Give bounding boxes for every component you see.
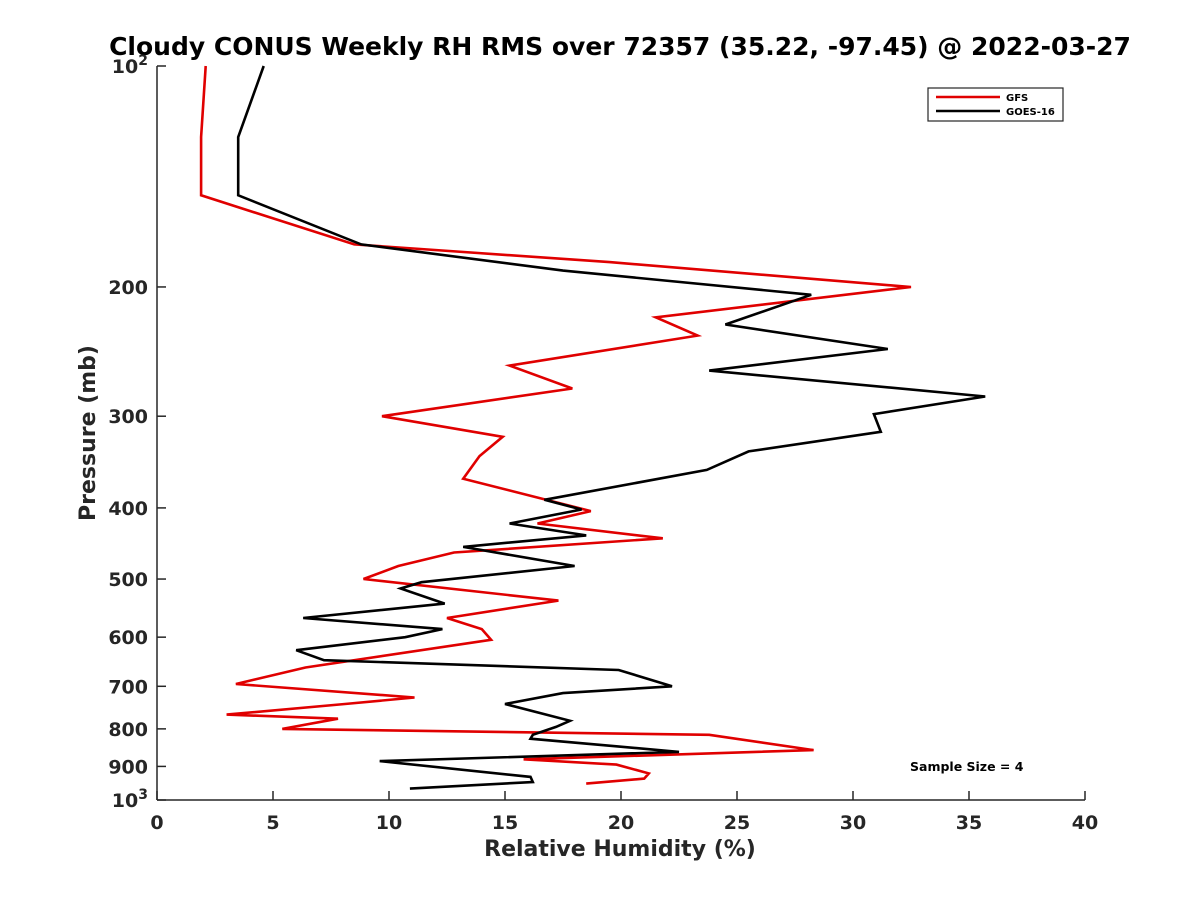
y-tick-label: 103 [112, 787, 148, 812]
legend-label-gfs: GFS [1006, 93, 1028, 104]
y-tick-label: 700 [108, 676, 148, 698]
legend-box [927, 87, 1064, 122]
series-layer [199, 65, 986, 790]
series-line-gfs [199, 65, 912, 785]
sample-size-annotation: Sample Size = 4 [910, 759, 1024, 774]
y-tick-label: 600 [108, 627, 148, 649]
legend-label-goes-16: GOES-16 [1006, 107, 1055, 118]
x-tick-label: 30 [840, 812, 866, 834]
y-tick-label: 800 [108, 719, 148, 741]
y-tick-label: 300 [108, 406, 148, 428]
y-tick-label: 200 [108, 277, 148, 299]
axes-layer: 0 5 10 15 20 25 30 35 40 102 200 300 400 500 600 700 800… [108, 53, 1098, 834]
x-tick-label: 10 [376, 812, 402, 834]
x-tick-label: 5 [266, 812, 279, 834]
chart-title: Cloudy CONUS Weekly RH RMS over 72357 (3… [109, 32, 1131, 61]
x-tick-label: 40 [1072, 812, 1098, 834]
x-tick-label: 15 [492, 812, 518, 834]
x-axis-label: Relative Humidity (%) [484, 837, 756, 862]
y-axis-label: Pressure (mb) [76, 345, 101, 521]
x-tick-label: 20 [608, 812, 634, 834]
y-tick-label: 102 [112, 53, 148, 78]
x-tick-label: 25 [724, 812, 750, 834]
legend: GFS GOES-16 [927, 87, 1064, 122]
x-tick-label: 35 [956, 812, 982, 834]
y-tick-label: 900 [108, 756, 148, 778]
y-tick-label: 400 [108, 498, 148, 520]
y-tick-label: 500 [108, 569, 148, 591]
series-line-goes-16 [236, 65, 986, 790]
x-tick-label: 0 [150, 812, 163, 834]
